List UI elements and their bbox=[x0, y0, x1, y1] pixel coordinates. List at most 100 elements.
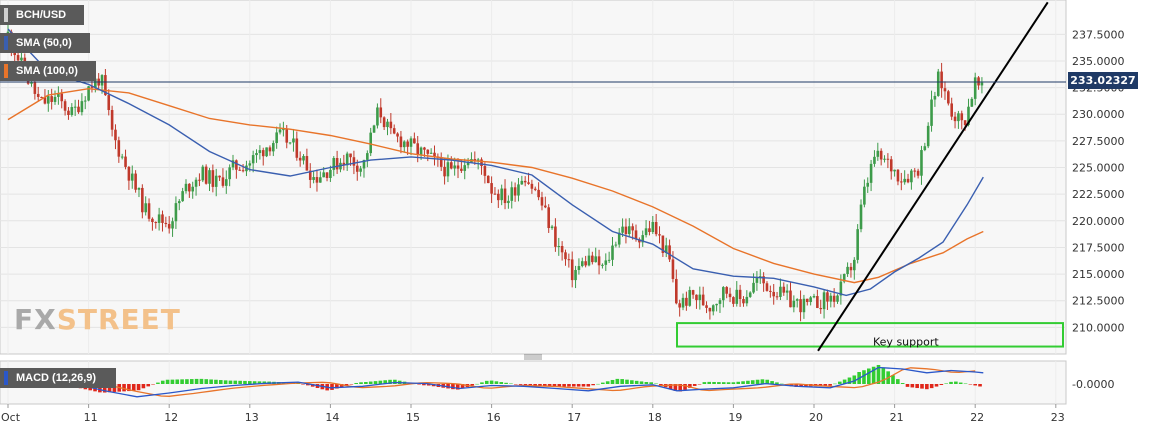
candle bbox=[698, 286, 702, 310]
candle bbox=[500, 184, 503, 206]
candle-body bbox=[769, 290, 772, 292]
macd-bar bbox=[741, 381, 745, 384]
candle-body bbox=[490, 183, 493, 194]
macd-bar bbox=[576, 384, 581, 387]
candle bbox=[577, 258, 581, 275]
macd-bar bbox=[896, 379, 900, 384]
candle-body bbox=[621, 226, 624, 233]
candle-body bbox=[772, 291, 775, 297]
x-tick-label: 12 bbox=[164, 411, 178, 424]
candle-body bbox=[167, 224, 171, 229]
candle-body bbox=[221, 177, 225, 186]
macd-bar bbox=[823, 384, 828, 386]
candle-body bbox=[423, 147, 426, 150]
candle-body bbox=[745, 296, 749, 304]
candle-body bbox=[60, 93, 64, 102]
candle-body bbox=[366, 153, 369, 160]
candle bbox=[856, 224, 859, 264]
candle bbox=[567, 253, 571, 268]
candle bbox=[392, 124, 396, 135]
candle-body bbox=[644, 228, 648, 236]
macd-bar bbox=[905, 384, 910, 387]
candle bbox=[486, 175, 490, 184]
candle-body bbox=[285, 129, 289, 143]
candle-body bbox=[238, 169, 242, 171]
candle bbox=[597, 249, 601, 275]
candle-body bbox=[906, 178, 910, 183]
candle bbox=[188, 183, 191, 198]
candle-body bbox=[255, 153, 258, 156]
candle bbox=[201, 164, 205, 183]
macd-bar bbox=[775, 382, 779, 384]
candle-body bbox=[332, 158, 336, 170]
candle-body bbox=[473, 159, 477, 161]
candle-body bbox=[846, 266, 849, 274]
instrument-label[interactable]: BCH/USD bbox=[0, 5, 84, 25]
candle bbox=[607, 251, 611, 264]
macd-bar bbox=[910, 384, 915, 388]
sma100-legend[interactable]: SMA (100,0) bbox=[0, 61, 96, 81]
macd-bar bbox=[862, 370, 866, 384]
candle bbox=[715, 303, 718, 312]
candle bbox=[372, 124, 376, 133]
candle bbox=[359, 165, 362, 177]
candle bbox=[621, 218, 624, 237]
candle-body bbox=[910, 170, 913, 183]
macd-bar bbox=[301, 384, 305, 385]
macd-bar bbox=[707, 381, 712, 384]
candle-body bbox=[315, 177, 319, 183]
candle-body bbox=[127, 166, 131, 181]
candle-body bbox=[396, 133, 399, 137]
candle bbox=[73, 99, 77, 116]
macd-bar bbox=[799, 384, 803, 387]
candle-body bbox=[382, 117, 386, 128]
candle-body bbox=[718, 300, 722, 304]
macd-bar bbox=[131, 384, 136, 391]
candle bbox=[816, 289, 819, 309]
candle-body bbox=[900, 181, 903, 183]
x-tick-label: 18 bbox=[648, 411, 662, 424]
macd-bar bbox=[920, 384, 924, 389]
candle-body bbox=[587, 255, 591, 266]
macd-legend[interactable]: MACD (12,26,9) bbox=[0, 368, 116, 388]
candle-body bbox=[577, 266, 581, 270]
sma100-line bbox=[7, 87, 984, 284]
candle bbox=[846, 262, 849, 277]
candle-body bbox=[483, 166, 487, 176]
candle bbox=[708, 307, 712, 320]
candle bbox=[900, 172, 903, 191]
candle bbox=[443, 158, 446, 185]
macd-bar bbox=[572, 384, 576, 387]
macd-bar bbox=[634, 380, 639, 384]
macd-bar bbox=[842, 379, 847, 384]
macd-bar bbox=[973, 384, 977, 386]
candle-body bbox=[456, 165, 460, 169]
candle-body bbox=[181, 191, 184, 202]
macd-bar bbox=[160, 380, 165, 384]
candle bbox=[325, 172, 329, 182]
candle bbox=[167, 216, 171, 234]
macd-bar bbox=[659, 384, 663, 386]
macd-bar bbox=[833, 383, 837, 385]
candle-body bbox=[402, 141, 406, 148]
candle bbox=[53, 90, 57, 105]
candle bbox=[144, 196, 147, 216]
candle-body bbox=[819, 308, 823, 310]
sma50-legend[interactable]: SMA (50,0) bbox=[0, 33, 90, 53]
candle bbox=[701, 286, 705, 306]
macd-bar bbox=[673, 384, 678, 391]
candle-body bbox=[738, 289, 742, 300]
y-tick-label: 212.5000 bbox=[1072, 295, 1125, 308]
candle bbox=[896, 169, 900, 186]
candle-body bbox=[352, 157, 356, 166]
macd-bar bbox=[257, 381, 262, 384]
candle-body bbox=[386, 121, 389, 128]
candle bbox=[957, 110, 960, 129]
macd-bar bbox=[127, 384, 131, 392]
candle-body bbox=[638, 239, 641, 243]
candle bbox=[382, 116, 386, 131]
key-support-box bbox=[676, 322, 1064, 348]
candle bbox=[782, 282, 786, 296]
macd-signal-line bbox=[8, 367, 976, 397]
candle bbox=[517, 178, 520, 202]
